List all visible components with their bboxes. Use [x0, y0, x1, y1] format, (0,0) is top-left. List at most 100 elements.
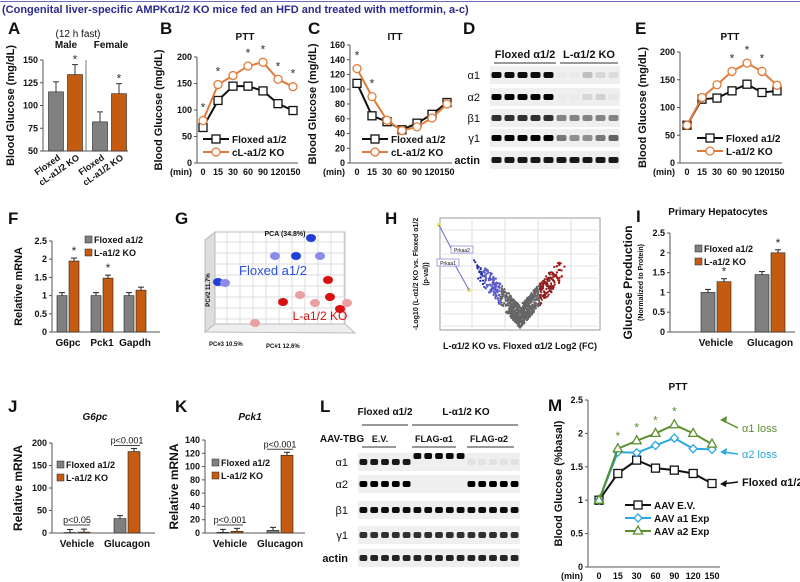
legend-swatch [211, 471, 220, 480]
blot-band [608, 115, 619, 121]
blot-band [595, 157, 606, 163]
volcano-point [478, 271, 481, 274]
y-tick-label: 100 [185, 462, 200, 472]
volcano-point [558, 268, 561, 272]
volcano-point [501, 289, 504, 293]
data-point [352, 78, 362, 88]
y-tick-label: 0 [195, 528, 200, 538]
significance-star: * [776, 236, 781, 250]
volcano-point [546, 277, 549, 280]
data-point [650, 463, 661, 473]
volcano-point [482, 285, 486, 288]
y-tick-label: 0.5 [652, 307, 665, 317]
volcano-point [563, 265, 566, 268]
volcano-point [547, 286, 550, 290]
legend-swatch [84, 248, 93, 257]
volcano-point [516, 302, 520, 305]
blot-strip [490, 151, 620, 169]
bar [77, 531, 91, 534]
data-point [198, 115, 208, 126]
blot-row-label: α1 [336, 457, 348, 469]
volcano-point [488, 276, 492, 279]
blot-band [510, 481, 519, 487]
blot-row-header: AAV-TBG [320, 434, 364, 445]
x-tick-label: 120 [686, 571, 701, 581]
y-tick-label: 100 [177, 105, 192, 115]
pca-axis-label-pc3: PC#3 10.5% [209, 342, 243, 348]
y-tick-label: 1.5 [34, 272, 47, 282]
chart-title: PTT [236, 32, 255, 43]
bar [700, 292, 716, 333]
blot-band [517, 94, 528, 100]
volcano-point [517, 305, 521, 308]
volcano-point [498, 286, 501, 289]
volcano-point [546, 295, 549, 298]
blot-band [381, 459, 389, 465]
volcano-point [539, 289, 542, 292]
blot-band [595, 135, 606, 141]
figure-header: (Congenital liver-specific AMPKα1/2 KO m… [2, 4, 469, 16]
significance-star: * [653, 413, 658, 427]
volcano-point [479, 276, 482, 279]
bar [266, 530, 280, 534]
data-point [442, 99, 452, 109]
volcano-point [539, 291, 543, 294]
x-tick-label: 120 [424, 167, 439, 177]
volcano-point [510, 316, 513, 320]
volcano-point [512, 298, 515, 302]
volcano-point [494, 289, 497, 292]
blot-band [467, 555, 476, 561]
blot-band [391, 507, 400, 513]
data-point [707, 478, 717, 489]
x-tick-label: 0 [354, 167, 359, 177]
p-value-label: p<0.001 [214, 515, 247, 525]
blot-band [489, 481, 497, 487]
volcano-point [509, 311, 512, 314]
p-value-label: p<0.05 [63, 515, 91, 525]
blot-band [370, 532, 379, 538]
data-point [382, 115, 392, 125]
blot-band [413, 532, 422, 538]
volcano-point [481, 279, 485, 282]
blot-band [543, 135, 554, 141]
y-tick-label: 1 [42, 291, 47, 301]
volcano-point [508, 298, 512, 301]
volcano-point [553, 265, 556, 269]
data-point [593, 493, 605, 504]
volcano-point [528, 302, 531, 305]
volcano-point [486, 284, 489, 287]
blot-band [359, 507, 368, 513]
blot-band [491, 115, 502, 121]
volcano-point [560, 275, 563, 278]
volcano-point [529, 299, 532, 302]
volcano-point [537, 298, 540, 301]
volcano-point [525, 312, 528, 315]
blot-band [435, 507, 443, 513]
data-point [742, 58, 752, 68]
y-tick-label: 100 [23, 101, 38, 111]
blot-band [456, 532, 465, 538]
blot-band [570, 72, 580, 78]
blot-band [467, 459, 476, 465]
legend-swatch [694, 244, 703, 253]
volcano-point [532, 295, 535, 298]
pca-axis-label-pc1: PC#1 12.6% [266, 344, 300, 350]
blot-band [543, 72, 554, 78]
data-point [727, 86, 737, 96]
blot-band [359, 481, 368, 487]
y-tick-label: 80 [190, 475, 200, 485]
blot-band [445, 507, 454, 513]
chart-title: G6pc [82, 412, 107, 423]
y-tick-label: 150 [32, 461, 47, 471]
blot-band [499, 459, 508, 465]
chart-title: PTT [721, 32, 740, 43]
y-tick-label: 0.5 [570, 529, 583, 539]
y-tick-label: 125 [23, 78, 38, 88]
annotation-label: α1 loss [742, 423, 778, 435]
blot-band [510, 459, 519, 465]
volcano-point [539, 293, 542, 297]
blot-band [456, 507, 465, 513]
y-axis-label: Blood Glucose (mg/dL) [307, 43, 319, 164]
blot-band [569, 135, 580, 141]
bar [92, 121, 108, 152]
